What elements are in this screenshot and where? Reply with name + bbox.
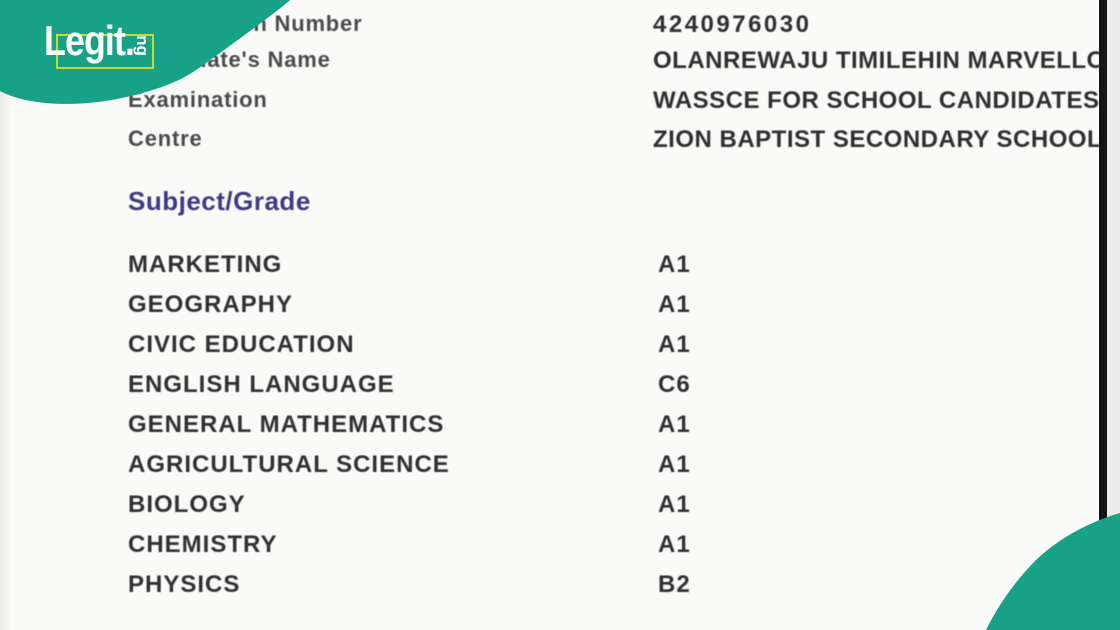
field-label: Centre [128,126,203,151]
result-row: CIVIC EDUCATION A1 [0,333,1120,363]
subject-cell: ENGLISH LANGUAGE [128,371,395,398]
photo-left-shade [0,90,12,630]
subject-cell: GEOGRAPHY [128,291,294,318]
grade-cell: B2 [658,571,691,598]
field-value: WASSCE FOR SCHOOL CANDIDATES [653,89,1099,113]
legit-logo-ng: ng [132,35,152,56]
grade-cell: A1 [658,251,691,278]
grade-cell: A1 [658,291,691,318]
legit-logo-wordmark: Legit. [44,17,135,64]
field-value: 4240976030 [653,13,812,37]
subject-cell: BIOLOGY [128,491,246,518]
grade-cell: A1 [658,491,691,518]
section-title-subject-grade: Subject/Grade [128,186,311,216]
field-value: ZION BAPTIST SECONDARY SCHOOL [653,128,1099,152]
document-edge-margin [1107,0,1120,630]
grade-cell: A1 [658,531,691,558]
result-row: GEOGRAPHY A1 [0,293,1120,323]
result-row: CHEMISTRY A1 [0,533,1120,563]
result-row: MARKETING A1 [0,253,1120,283]
grade-cell: A1 [658,331,691,358]
grade-cell: C6 [658,371,691,398]
subject-cell: PHYSICS [128,571,241,598]
field-row-centre: Centre ZION BAPTIST SECONDARY SCHOOL [0,128,1120,160]
document-edge-line [1099,0,1107,630]
grade-cell: A1 [658,411,691,438]
subject-cell: CIVIC EDUCATION [128,331,355,358]
subject-cell: MARKETING [128,251,283,278]
field-label: Examination [128,87,268,112]
result-row: BIOLOGY A1 [0,493,1120,523]
field-row-examination: Examination WASSCE FOR SCHOOL CANDIDATES [0,89,1120,121]
field-value: OLANREWAJU TIMILEHIN MARVELLO [653,49,1099,73]
grade-cell: A1 [658,451,691,478]
result-row: PHYSICS B2 [0,573,1120,603]
result-row: GENERAL MATHEMATICS A1 [0,413,1120,443]
legit-logo: Legit. ng [44,17,214,82]
subject-cell: GENERAL MATHEMATICS [128,411,445,438]
result-row: ENGLISH LANGUAGE C6 [0,373,1120,403]
subject-cell: AGRICULTURAL SCIENCE [128,451,450,478]
subject-cell: CHEMISTRY [128,531,278,558]
result-row: AGRICULTURAL SCIENCE A1 [0,453,1120,483]
